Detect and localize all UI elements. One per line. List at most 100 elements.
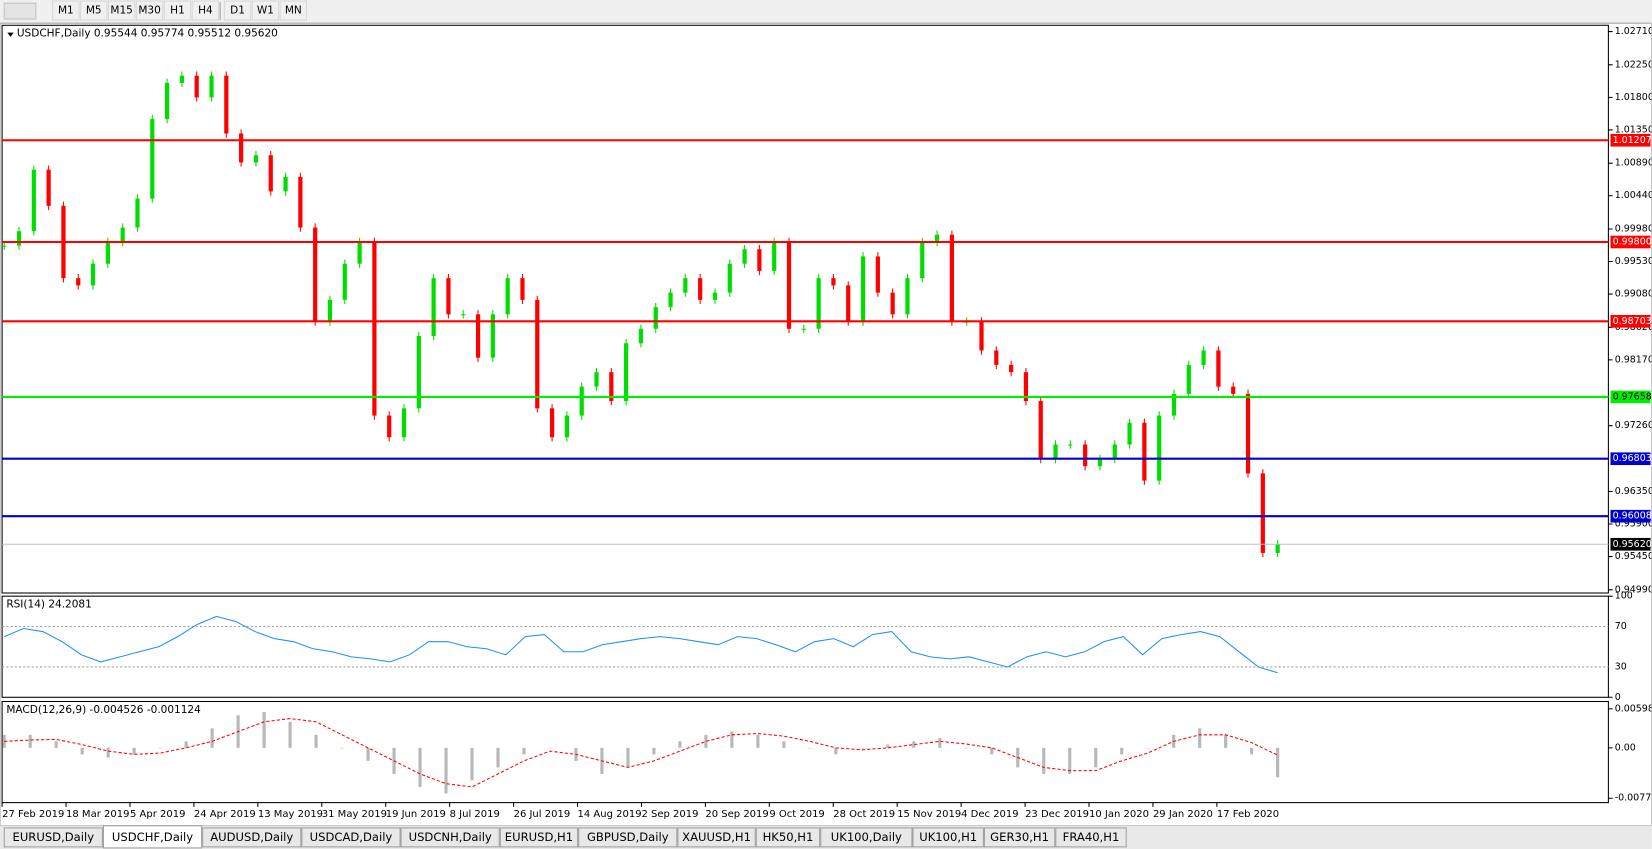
timeframe-label[interactable]: M30 xyxy=(138,5,160,17)
chart-tab-label[interactable]: FRA40,H1 xyxy=(1063,830,1120,844)
level-price-label: 1.01207 xyxy=(1613,135,1652,146)
timeframe-label[interactable]: H1 xyxy=(170,5,185,17)
date-label: 13 May 2019 xyxy=(258,809,323,820)
chart-tab-label[interactable]: HK50,H1 xyxy=(763,830,814,844)
chart-tab[interactable] xyxy=(102,825,203,849)
chart-tab[interactable] xyxy=(912,827,984,848)
timeframe-button[interactable] xyxy=(52,0,80,21)
macd-histogram-bar xyxy=(652,747,656,755)
candle xyxy=(401,408,407,438)
macd-histogram-bar xyxy=(834,747,838,755)
macd-histogram-bar xyxy=(886,744,890,748)
candle xyxy=(786,242,792,329)
timeframe-button[interactable] xyxy=(279,0,308,21)
macd-histogram-bar xyxy=(340,747,344,749)
candle xyxy=(387,415,392,438)
timeframe-button[interactable] xyxy=(163,0,192,21)
timeframe-label[interactable]: W1 xyxy=(257,5,274,17)
pane-menu-arrow xyxy=(7,32,14,37)
timeframe-button[interactable] xyxy=(251,0,280,21)
timeframe-label[interactable]: M15 xyxy=(110,5,132,17)
chart-tab[interactable] xyxy=(301,827,401,848)
macd-histogram-bar xyxy=(756,734,760,748)
macd-histogram-bar xyxy=(1224,734,1228,748)
chart-tab-label[interactable]: AUDUSD,Daily xyxy=(210,830,293,844)
candle xyxy=(638,328,644,344)
timeframe-button[interactable] xyxy=(191,0,220,21)
candle xyxy=(150,119,155,199)
chart-tab[interactable] xyxy=(1055,827,1127,848)
timeframe-button[interactable] xyxy=(223,0,252,21)
chart-tab[interactable] xyxy=(578,827,678,848)
price-tick-label: 0.97260 xyxy=(1615,420,1652,431)
rsi-line xyxy=(4,615,1278,674)
chart-tab-label[interactable]: GBPUSD,Daily xyxy=(587,830,669,844)
candle xyxy=(313,227,318,322)
chart-tab-label[interactable]: UK100,H1 xyxy=(919,830,977,844)
current-price-label: 0.95620 xyxy=(1613,539,1652,550)
level-price-box xyxy=(1610,133,1651,147)
level-price-label: 0.98703 xyxy=(1613,316,1652,327)
candle xyxy=(298,176,303,228)
date-label: 2 Sep 2019 xyxy=(641,809,698,820)
timeframe-button[interactable] xyxy=(107,0,136,21)
level-price-label: 0.96008 xyxy=(1613,511,1652,522)
candle xyxy=(846,285,851,322)
chart-tab-label[interactable]: EURUSD,Daily xyxy=(13,830,95,844)
candle xyxy=(1038,401,1043,459)
candle xyxy=(164,82,170,120)
price-tick-label: 1.02250 xyxy=(1615,59,1652,70)
macd-histogram-bar xyxy=(1276,747,1280,778)
candle xyxy=(1142,422,1147,481)
candle xyxy=(934,234,940,243)
level-price-box xyxy=(1610,235,1651,249)
chart-tab[interactable] xyxy=(3,827,103,848)
timeframe-button[interactable] xyxy=(80,0,108,21)
candle xyxy=(860,256,866,322)
chart-header: USDCHF,Daily 0.95544 0.95774 0.95512 0.9… xyxy=(17,28,278,40)
chart-tab[interactable] xyxy=(499,827,579,848)
date-label: 4 Dec 2019 xyxy=(961,809,1019,820)
toolbar xyxy=(0,0,1652,23)
price-tick-label: 1.01350 xyxy=(1615,124,1652,135)
candle xyxy=(179,75,185,83)
candle xyxy=(757,249,762,271)
chart-tab[interactable] xyxy=(677,827,756,848)
candle xyxy=(16,231,22,246)
date-label: 29 Jan 2020 xyxy=(1153,809,1213,820)
chart-tab-label[interactable]: XAUUSD,H1 xyxy=(682,830,751,844)
macd-histogram-bar xyxy=(808,747,812,749)
candle xyxy=(209,75,214,98)
candle xyxy=(890,292,895,315)
chart-tab-label[interactable]: GER30,H1 xyxy=(990,830,1049,844)
candle xyxy=(727,263,732,293)
timeframe-label[interactable]: MN xyxy=(285,5,302,17)
chart-tab-label[interactable]: UK100,Daily xyxy=(831,830,902,844)
candle xyxy=(461,314,466,316)
macd-histogram-bar xyxy=(54,741,58,748)
timeframe-button[interactable] xyxy=(135,0,164,21)
timeframe-label[interactable]: H4 xyxy=(198,5,213,17)
chart-tab-label[interactable]: USDCHF,Daily xyxy=(112,830,193,844)
timeframe-label[interactable]: D1 xyxy=(230,5,245,17)
timeframe-label[interactable]: M5 xyxy=(86,5,102,17)
tool-icon[interactable] xyxy=(3,2,37,20)
macd-histogram-bar xyxy=(522,747,526,755)
chart-tab[interactable] xyxy=(983,827,1056,848)
timeframe-label[interactable]: M1 xyxy=(58,5,74,17)
candle xyxy=(624,343,629,402)
chart-tab[interactable] xyxy=(820,827,913,848)
candle xyxy=(742,249,747,264)
price-tick-label: 0.95450 xyxy=(1615,551,1652,562)
chart-tab-label[interactable]: USDCAD,Daily xyxy=(310,830,393,844)
chart-tab[interactable] xyxy=(755,827,821,848)
macd-histogram-bar xyxy=(288,721,292,748)
chart-tab-label[interactable]: EURUSD,H1 xyxy=(505,830,573,844)
macd-histogram-bar xyxy=(1068,747,1072,774)
rsi-pane xyxy=(1,595,1609,698)
chart-tab-label[interactable]: USDCNH,Daily xyxy=(409,830,492,844)
chart-tab[interactable] xyxy=(202,827,302,848)
chart-tab[interactable] xyxy=(400,827,500,848)
candle xyxy=(712,292,718,300)
